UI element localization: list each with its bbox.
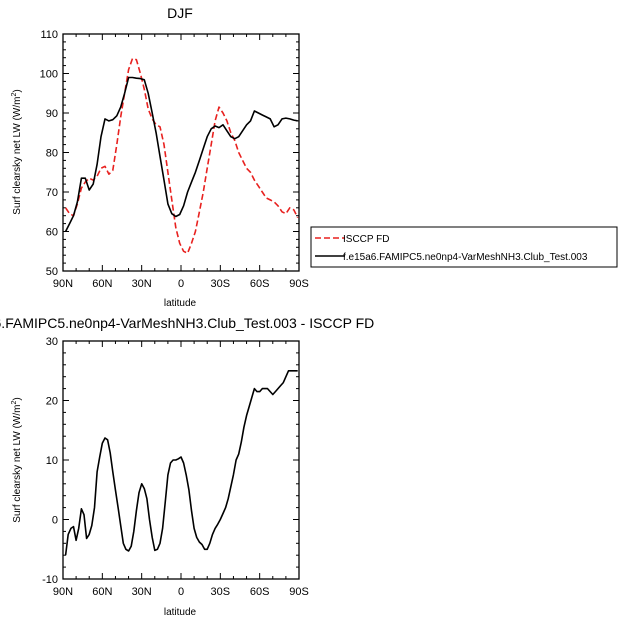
legend-box [310, 226, 618, 268]
bottom-y-axis-label: Surf clearsky net LW (W/m2) [11, 397, 23, 522]
top-y-tick-label: 100 [40, 69, 58, 81]
bottom-x-axis-label: latitude [164, 607, 197, 618]
bottom-x-tick-label: 0 [178, 586, 184, 598]
bottom-x-tick-label: 90N [53, 586, 73, 598]
top-y-tick-labels: 50 60 70 80 90 100 110 [40, 29, 58, 278]
bottom-x-tick-labels: 90N 60N 30N 0 30S 60S 90S [53, 586, 309, 598]
series-line-first [64, 369, 298, 556]
top-x-tick-label: 30S [211, 278, 231, 290]
top-title: DJF [167, 5, 193, 21]
panel-bottom: a6.FAMIPC5.ne0np4-VarMeshNH3.Club_Test.0… [0, 315, 374, 618]
bottom-y-axis-label-text: Surf clearsky net LW (W/m [12, 405, 23, 523]
top-y-axis-label: Surf clearsky net LW (W/m2) [11, 89, 23, 214]
bottom-x-tick-label: 30N [132, 586, 152, 598]
legend-label-isccp: ISCCP FD [343, 234, 390, 245]
bottom-y-tick-labels: -10 0 10 20 30 [42, 336, 58, 586]
top-x-tick-labels: 90N 60N 30N 0 30S 60S 90S [53, 278, 309, 290]
bottom-x-tick-label: 90S [289, 586, 309, 598]
top-x-tick-label: 90N [53, 278, 73, 290]
top-y-tick-label: 50 [46, 266, 58, 278]
top-y-tick-label: 80 [46, 148, 58, 160]
bottom-y-axis-label-sup: 2 [11, 401, 18, 405]
bottom-y-tick-label: 10 [46, 455, 58, 467]
panel-top: DJF 50 60 70 80 90 100 110 90N 60N 30N 0… [11, 5, 309, 309]
top-series [64, 57, 299, 254]
top-y-tick-label: 60 [46, 227, 58, 239]
top-x-tick-label: 90S [289, 278, 309, 290]
bottom-series [64, 369, 298, 556]
bottom-plot-area: -10 0 10 20 30 90N 60N 30N 0 30S 60S 90S [42, 336, 309, 598]
top-x-tick-label: 0 [178, 278, 184, 290]
legend: ISCCP FD f.e15a6.FAMIPC5.ne0np4-VarMeshN… [310, 226, 618, 268]
bottom-x-tick-label: 30S [211, 586, 231, 598]
top-y-axis-label-close: ) [12, 89, 23, 92]
bottom-x-tick-label: 60N [92, 586, 112, 598]
top-plot-area: 50 60 70 80 90 100 110 90N 60N 30N 0 30S… [40, 29, 309, 290]
series-line-second [64, 76, 298, 232]
bottom-x-tick-label: 60S [250, 586, 270, 598]
top-x-tick-label: 60S [250, 278, 270, 290]
legend-label-model: f.e15a6.FAMIPC5.ne0np4-VarMeshNH3.Club_T… [343, 252, 588, 263]
bottom-y-tick-label: 30 [46, 336, 58, 348]
bottom-y-tick-label: 20 [46, 396, 58, 408]
bottom-plot-frame [62, 340, 300, 580]
bottom-title: a6.FAMIPC5.ne0np4-VarMeshNH3.Club_Test.0… [0, 315, 374, 331]
top-y-tick-label: 70 [46, 187, 58, 199]
bottom-y-tick-label: 0 [52, 515, 58, 527]
top-x-axis-label: latitude [164, 298, 197, 309]
top-y-axis-label-text: Surf clearsky net LW (W/m [12, 97, 23, 215]
top-plot-frame [62, 33, 300, 272]
top-x-tick-label: 30N [132, 278, 152, 290]
bottom-y-tick-label: -10 [42, 574, 58, 586]
top-y-tick-label: 110 [40, 29, 58, 41]
series-line-first [64, 57, 299, 254]
top-x-tick-label: 60N [92, 278, 112, 290]
top-y-axis-label-sup: 2 [11, 93, 18, 97]
bottom-y-axis-label-close: ) [12, 397, 23, 400]
top-y-tick-label: 90 [46, 108, 58, 120]
